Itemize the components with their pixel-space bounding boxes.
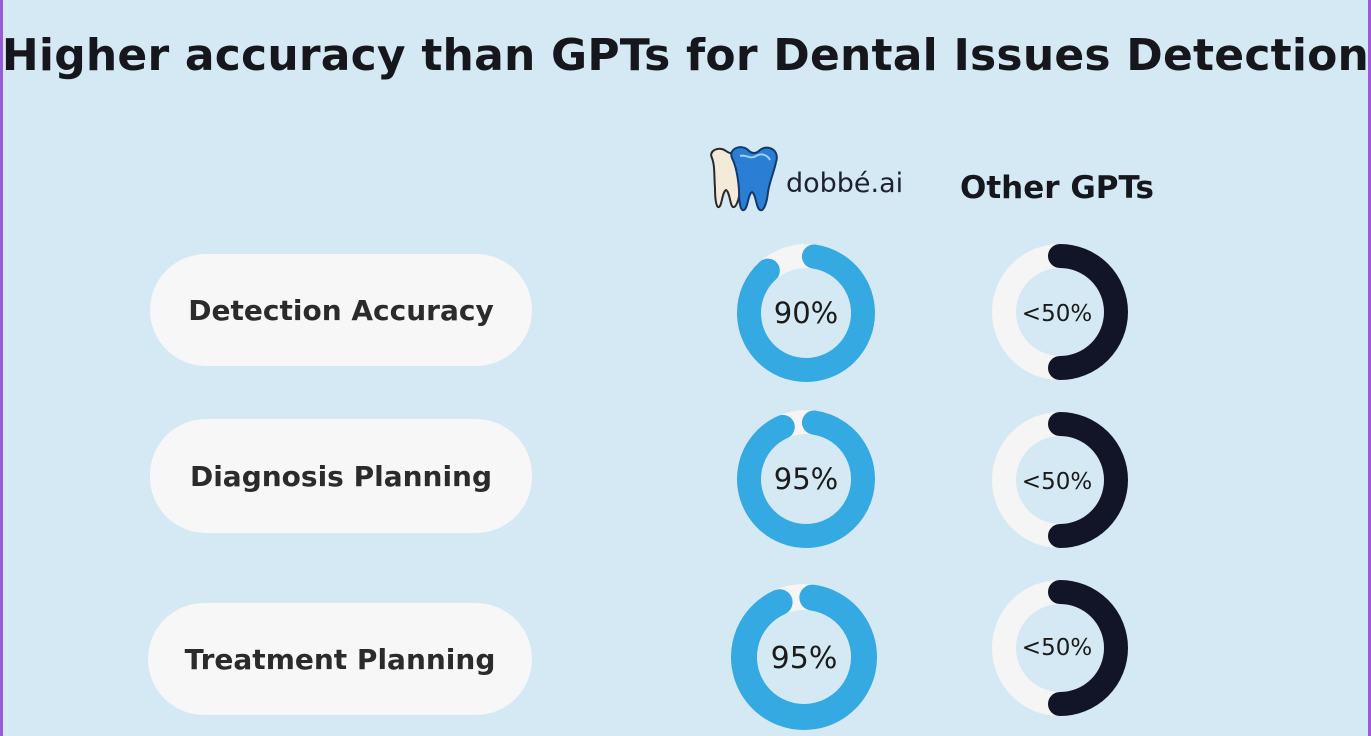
donut-value-label: 95%: [774, 462, 838, 496]
donut-value-label: <50%: [1022, 635, 1092, 661]
donut-arc: [1048, 580, 1128, 716]
donut-arc: [1048, 244, 1128, 380]
tooth-logo-icon: [710, 146, 778, 212]
page-title: Higher accuracy than GPTs for Dental Iss…: [1, 30, 1370, 81]
donut-arc: [731, 584, 877, 730]
category-label: Diagnosis Planning: [189, 459, 493, 493]
category-label: Treatment Planning: [184, 642, 496, 676]
brand-name: dobbé.ai: [786, 168, 904, 199]
category-pill: Detection Accuracy: [150, 254, 532, 366]
donut-other-treatment: <50%: [992, 580, 1128, 716]
donut-value-label: 95%: [771, 641, 838, 676]
dobbe-logo: dobbé.ai: [706, 144, 916, 214]
donut-value-label: <50%: [1022, 301, 1092, 327]
category-label: Detection Accuracy: [188, 293, 494, 327]
category-pill: Diagnosis Planning: [150, 419, 532, 533]
donut-other-diagnosis: <50%: [992, 412, 1128, 548]
donut-dobbe-diagnosis: 95%: [737, 410, 875, 548]
donut-arc: [737, 244, 875, 382]
donut-other-detection: <50%: [992, 244, 1128, 380]
donut-arc: [1048, 412, 1128, 548]
donut-dobbe-treatment: 95%: [731, 584, 877, 730]
donut-value-label: <50%: [1022, 469, 1092, 495]
category-pill: Treatment Planning: [148, 603, 532, 715]
donut-value-label: 90%: [774, 296, 838, 330]
donut-arc: [737, 410, 875, 548]
other-gpts-heading: Other GPTs: [960, 170, 1154, 206]
donut-dobbe-detection: 90%: [737, 244, 875, 382]
